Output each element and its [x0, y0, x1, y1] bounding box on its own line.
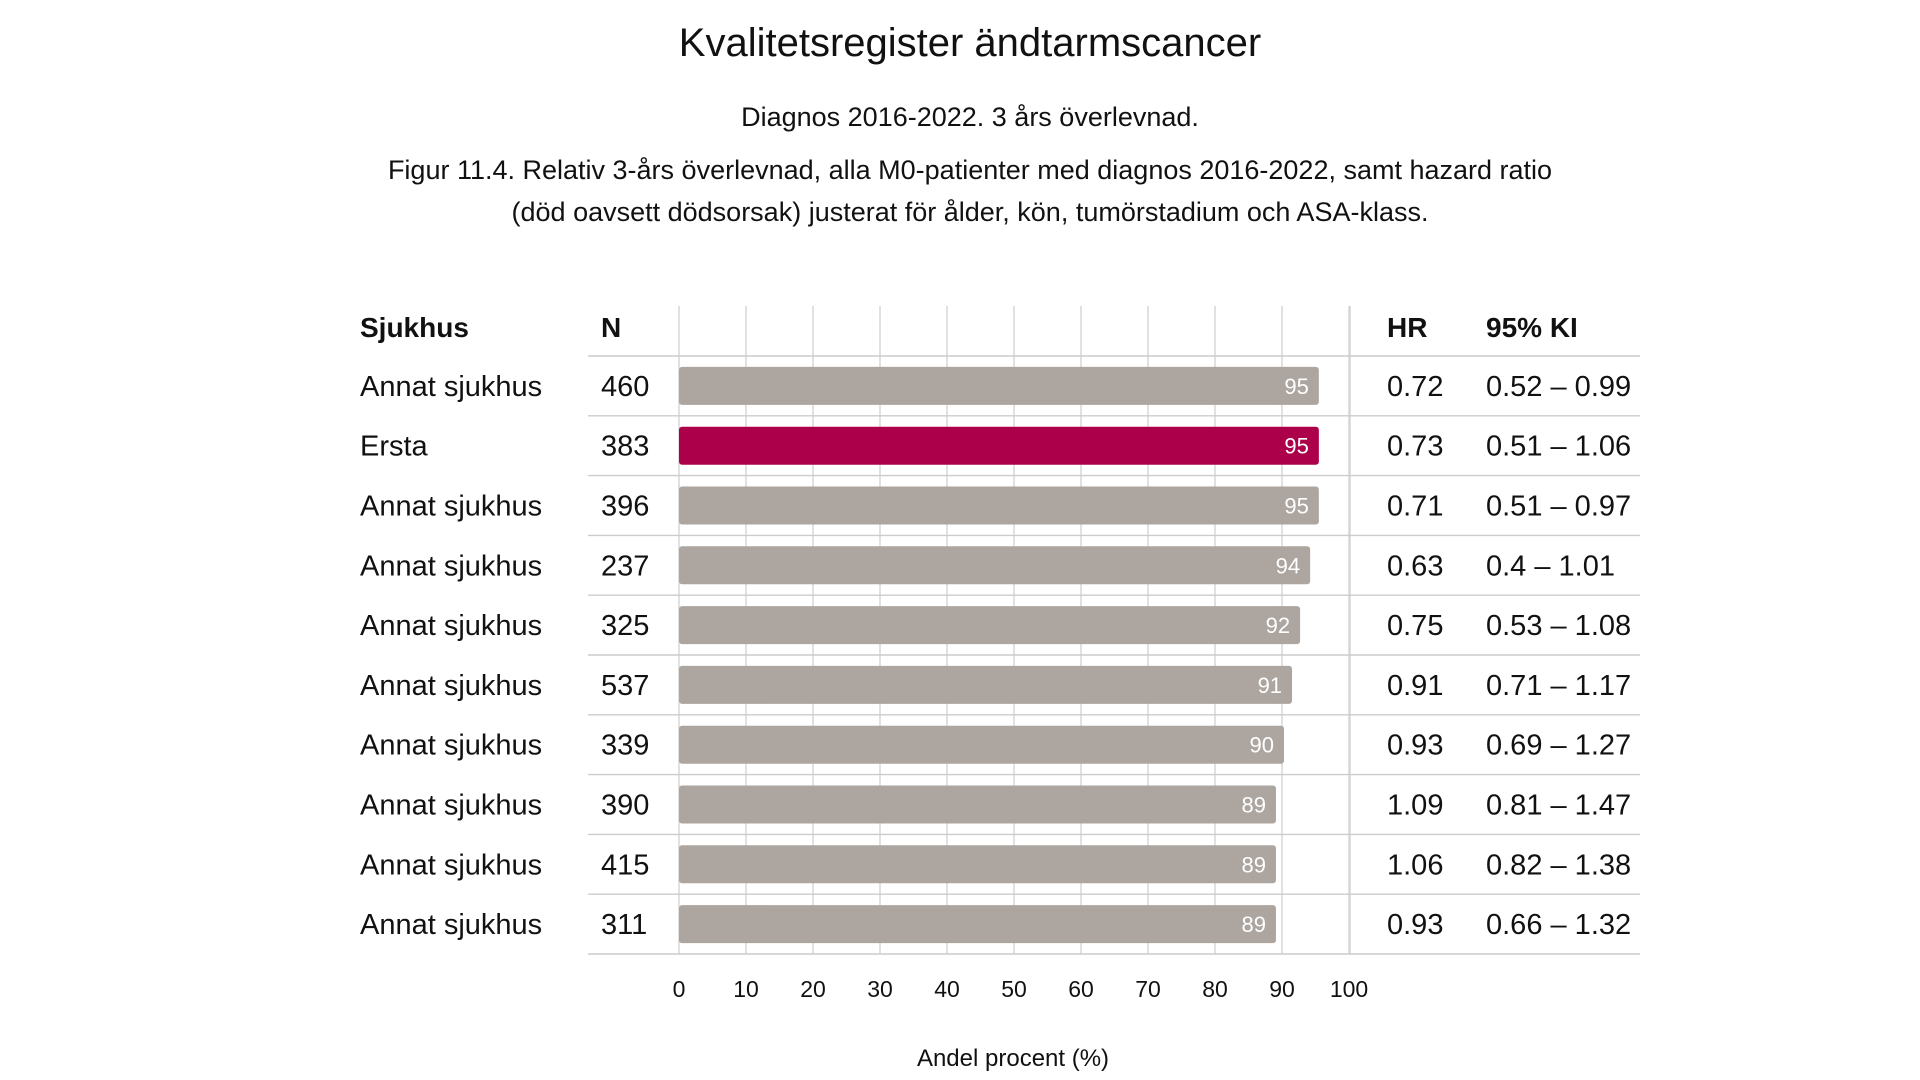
row-n: 383: [601, 431, 649, 463]
bar-highlighted: [679, 426, 1319, 465]
row-hr: 0.91: [1387, 670, 1443, 702]
row-hospital: Annat sjukhus: [360, 849, 542, 881]
bar: [679, 486, 1319, 525]
figure-caption-line-2: (död oavsett dödsorsak) justerat för åld…: [512, 197, 1429, 227]
x-tick-label: 60: [1068, 976, 1094, 1002]
table-rows: Annat sjukhus 460 0.72 0.52 – 0.99 Ersta 383 0…: [360, 371, 1631, 941]
bars: 95 95 95 94 92 91 90 89 89 89: [679, 366, 1319, 944]
bar-value-label: 92: [1266, 613, 1290, 638]
bar-value-label: 91: [1258, 673, 1282, 698]
row-hospital: Ersta: [360, 431, 429, 463]
row-hr: 0.71: [1387, 491, 1443, 523]
row-hospital: Annat sjukhus: [360, 610, 542, 642]
row-n: 537: [601, 670, 649, 702]
row-hr: 1.09: [1387, 790, 1443, 822]
row-hr: 0.63: [1387, 550, 1443, 582]
bar-value-label: 89: [1241, 793, 1265, 818]
bar-value-label: 94: [1276, 553, 1300, 578]
row-n: 237: [601, 550, 649, 582]
row-hospital: Annat sjukhus: [360, 491, 542, 523]
bar: [679, 845, 1276, 884]
bar: [679, 785, 1276, 824]
bar-value-label: 95: [1284, 494, 1308, 519]
row-hr: 0.93: [1387, 909, 1443, 941]
x-tick-label: 50: [1001, 976, 1027, 1002]
row-ci: 0.52 – 0.99: [1486, 371, 1631, 403]
row-hospital: Annat sjukhus: [360, 790, 542, 822]
figure-caption-line-1: Figur 11.4. Relativ 3-års överlevnad, al…: [388, 155, 1552, 185]
row-hr: 0.75: [1387, 610, 1443, 642]
bar: [679, 905, 1276, 944]
row-hospital: Annat sjukhus: [360, 670, 542, 702]
row-ci: 0.69 – 1.27: [1486, 730, 1631, 762]
column-header-ci: 95% KI: [1486, 312, 1578, 343]
row-hospital: Annat sjukhus: [360, 550, 542, 582]
bar-value-label: 95: [1284, 434, 1308, 459]
x-tick-label: 40: [934, 976, 960, 1002]
x-tick-label: 30: [867, 976, 893, 1002]
column-header-hr: HR: [1387, 312, 1427, 343]
bar: [679, 606, 1301, 645]
column-header-n: N: [601, 312, 621, 343]
x-tick-label: 100: [1330, 976, 1368, 1002]
row-n: 339: [601, 730, 649, 762]
x-axis: 0 10 20 30 40 50 60 70 80 90 100: [673, 976, 1369, 1002]
bar-value-label: 89: [1241, 912, 1265, 937]
x-tick-label: 0: [673, 976, 686, 1002]
row-hospital: Annat sjukhus: [360, 371, 542, 403]
row-hospital: Annat sjukhus: [360, 730, 542, 762]
chart-subtitle: Diagnos 2016-2022. 3 års överlevnad.: [741, 102, 1199, 132]
row-hr: 0.72: [1387, 371, 1443, 403]
bar: [679, 725, 1285, 764]
row-hr: 0.73: [1387, 431, 1443, 463]
row-n: 460: [601, 371, 649, 403]
row-n: 390: [601, 790, 649, 822]
bar: [679, 546, 1311, 585]
row-hr: 0.93: [1387, 730, 1443, 762]
row-ci: 0.71 – 1.17: [1486, 670, 1631, 702]
row-ci: 0.66 – 1.32: [1486, 909, 1631, 941]
row-ci: 0.82 – 1.38: [1486, 849, 1631, 881]
row-ci: 0.53 – 1.08: [1486, 610, 1631, 642]
row-ci: 0.81 – 1.47: [1486, 790, 1631, 822]
x-tick-label: 90: [1269, 976, 1295, 1002]
row-ci: 0.4 – 1.01: [1486, 550, 1615, 582]
row-n: 311: [601, 909, 647, 941]
row-ci: 0.51 – 1.06: [1486, 431, 1631, 463]
bar-value-label: 95: [1284, 374, 1308, 399]
column-header-hospital: Sjukhus: [360, 312, 469, 343]
row-rules: [588, 355, 1640, 955]
bar: [679, 665, 1293, 704]
bar: [679, 366, 1319, 405]
row-ci: 0.51 – 0.97: [1486, 491, 1631, 523]
row-n: 415: [601, 849, 649, 881]
chart-title: Kvalitetsregister ändtarmscancer: [679, 21, 1261, 65]
row-n: 396: [601, 491, 649, 523]
x-tick-label: 20: [800, 976, 826, 1002]
bar-value-label: 90: [1250, 733, 1274, 758]
x-tick-label: 70: [1135, 976, 1161, 1002]
x-tick-label: 80: [1202, 976, 1228, 1002]
row-n: 325: [601, 610, 649, 642]
x-axis-label: Andel procent (%): [917, 1045, 1109, 1072]
x-tick-label: 10: [733, 976, 759, 1002]
bar-value-label: 89: [1241, 852, 1265, 877]
row-hr: 1.06: [1387, 849, 1443, 881]
row-hospital: Annat sjukhus: [360, 909, 542, 941]
